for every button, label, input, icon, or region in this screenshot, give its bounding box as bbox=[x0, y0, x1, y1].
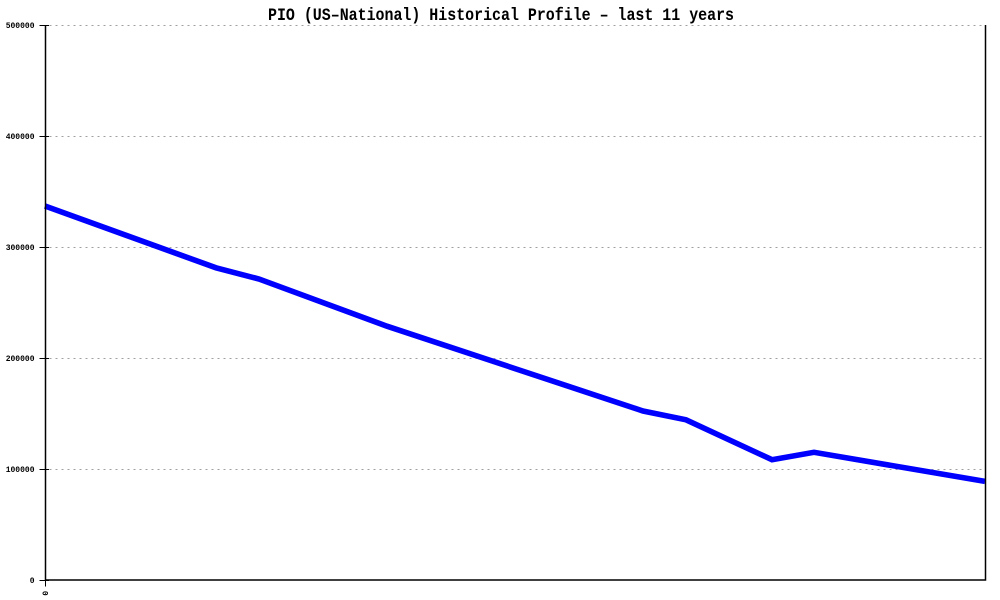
svg-text:100000: 100000 bbox=[6, 466, 35, 475]
svg-text:0: 0 bbox=[40, 591, 49, 596]
svg-text:300000: 300000 bbox=[6, 244, 35, 253]
svg-text:500000: 500000 bbox=[6, 22, 35, 31]
svg-text:400000: 400000 bbox=[6, 133, 35, 142]
svg-text:0: 0 bbox=[30, 577, 35, 586]
svg-text:200000: 200000 bbox=[6, 355, 35, 364]
svg-text:PIO (US–National) Historical P: PIO (US–National) Historical Profile – l… bbox=[268, 6, 734, 26]
